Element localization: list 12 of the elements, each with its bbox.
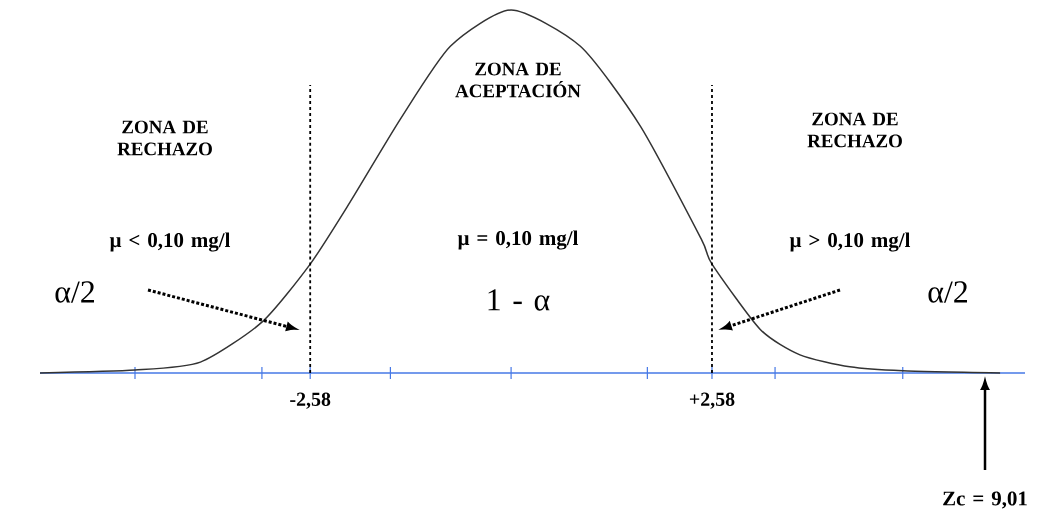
annotation: μ < 0,10 mg/l [109, 232, 231, 252]
annotation: μ = 0,10 mg/l [457, 230, 579, 250]
annotation: ZONA DE ACEPTACIÓN [455, 62, 581, 98]
annotation: α/2 [55, 281, 94, 303]
annotation: μ > 0,10 mg/l [789, 232, 911, 252]
x-tick-label: +2,58 [689, 392, 735, 409]
annotation: ZONA DE RECHAZO [117, 120, 212, 156]
annotation: ZONA DE RECHAZO [807, 112, 902, 148]
annotation: α/2 [928, 281, 967, 303]
text: Zc = 9,01 [943, 491, 1027, 509]
annotation: 1 - α [488, 289, 550, 311]
x-tick-label: -2,58 [290, 392, 331, 409]
